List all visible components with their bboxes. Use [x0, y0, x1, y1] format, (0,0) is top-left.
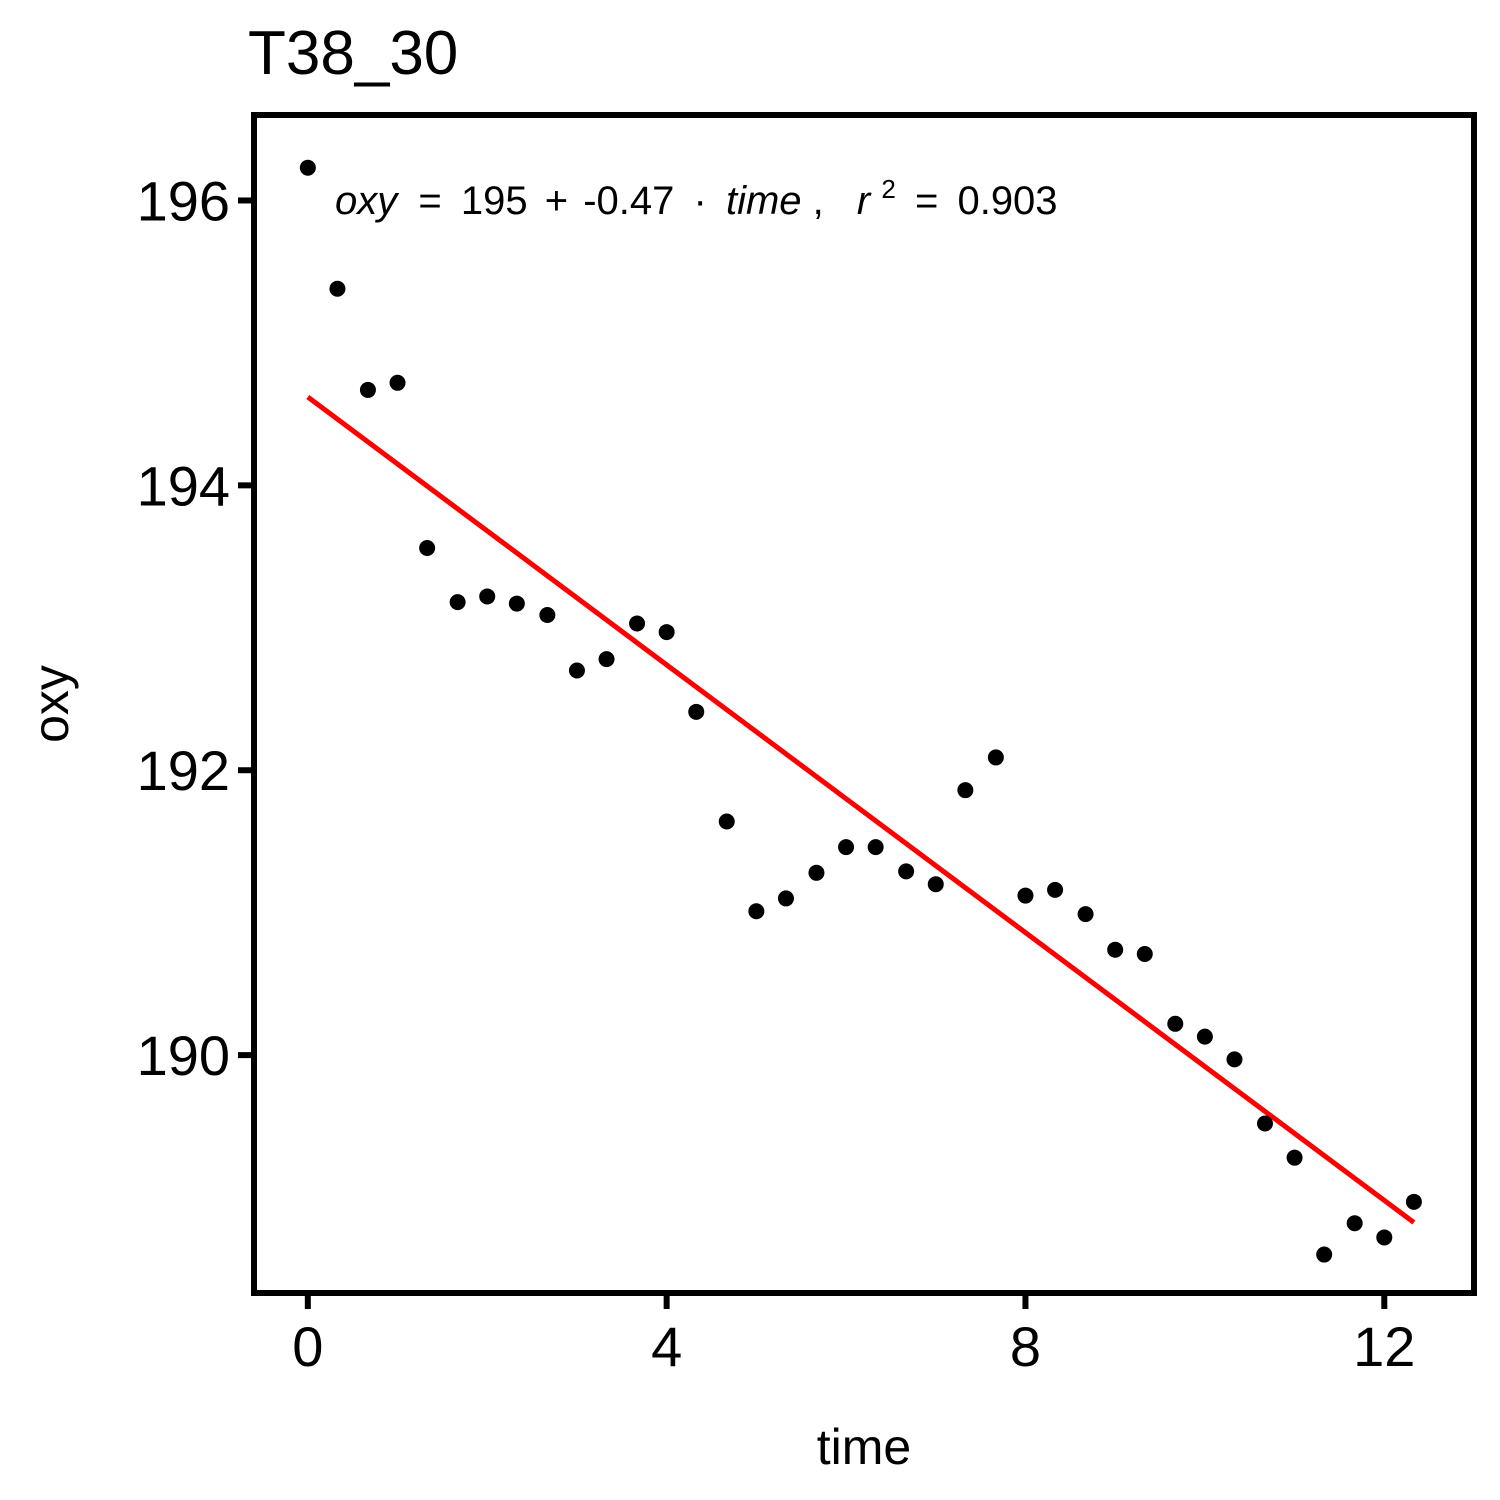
data-point: [1167, 1015, 1184, 1032]
data-point: [629, 615, 646, 632]
data-point: [389, 374, 406, 391]
equation-intercept: 195: [461, 179, 528, 223]
x-tick-label: 8: [1010, 1315, 1041, 1378]
data-point: [419, 540, 436, 557]
data-point: [1405, 1193, 1422, 1210]
data-point: [1256, 1115, 1273, 1132]
x-tick-label: 0: [292, 1315, 323, 1378]
data-point: [867, 839, 884, 856]
data-point: [508, 595, 525, 612]
data-point: [539, 606, 556, 623]
equation-comma: ,: [813, 179, 824, 223]
regression-line: [306, 395, 1416, 1225]
data-point: [927, 876, 944, 893]
y-axis: 190 192 194 196: [137, 169, 251, 1087]
equation-slope: -0.47: [583, 179, 674, 223]
data-point: [1077, 906, 1094, 923]
equation-equals-2: =: [915, 179, 938, 223]
equation-r: r: [857, 179, 872, 223]
x-axis: 0 4 8 12: [292, 1296, 1415, 1378]
x-tick-label: 12: [1353, 1315, 1415, 1378]
equation-dot: ·: [694, 179, 707, 223]
data-point: [1376, 1229, 1393, 1246]
data-point: [1286, 1149, 1303, 1166]
equation-r-superscript: 2: [881, 174, 895, 204]
data-point: [718, 813, 735, 830]
data-point: [898, 863, 915, 880]
data-point: [1226, 1051, 1243, 1068]
data-point: [658, 624, 675, 641]
data-point: [1047, 881, 1064, 898]
data-point: [568, 662, 585, 679]
y-tick-label: 190: [137, 1024, 230, 1087]
equation-r2-value: 0.903: [957, 179, 1057, 223]
data-point: [1196, 1028, 1213, 1045]
data-point: [1316, 1246, 1333, 1263]
data-point: [1346, 1215, 1363, 1232]
equation-plus: +: [545, 179, 568, 223]
data-point: [1017, 887, 1034, 904]
data-point: [598, 651, 615, 668]
data-points-layer: [299, 159, 1422, 1263]
regression-line-layer: [306, 395, 1416, 1225]
data-point: [1136, 945, 1153, 962]
data-point: [479, 588, 496, 605]
data-point: [777, 890, 794, 907]
y-tick-label: 194: [137, 454, 230, 517]
data-point: [808, 864, 825, 881]
x-axis-title: time: [817, 1419, 911, 1475]
data-point: [838, 839, 855, 856]
plot-panel: [251, 112, 1477, 1296]
data-point: [987, 749, 1004, 766]
x-tick-label: 4: [651, 1315, 682, 1378]
data-point: [299, 159, 316, 176]
data-point: [329, 280, 346, 297]
data-point: [957, 782, 974, 799]
data-point: [449, 594, 466, 611]
data-point: [359, 381, 376, 398]
equation-lhs: oxy: [335, 179, 400, 223]
y-tick-label: 196: [137, 169, 230, 232]
y-axis-title: oxy: [23, 665, 79, 743]
regression-equation: oxy = 195 + -0.47 · time , r 2 = 0.903: [335, 163, 1058, 223]
data-point: [688, 703, 705, 720]
equation-variable: time: [726, 179, 802, 223]
data-point: [1107, 941, 1124, 958]
data-point: [748, 903, 765, 920]
chart-title: T38_30: [248, 19, 458, 88]
y-tick-label: 192: [137, 739, 230, 802]
equation-equals: =: [418, 179, 441, 223]
